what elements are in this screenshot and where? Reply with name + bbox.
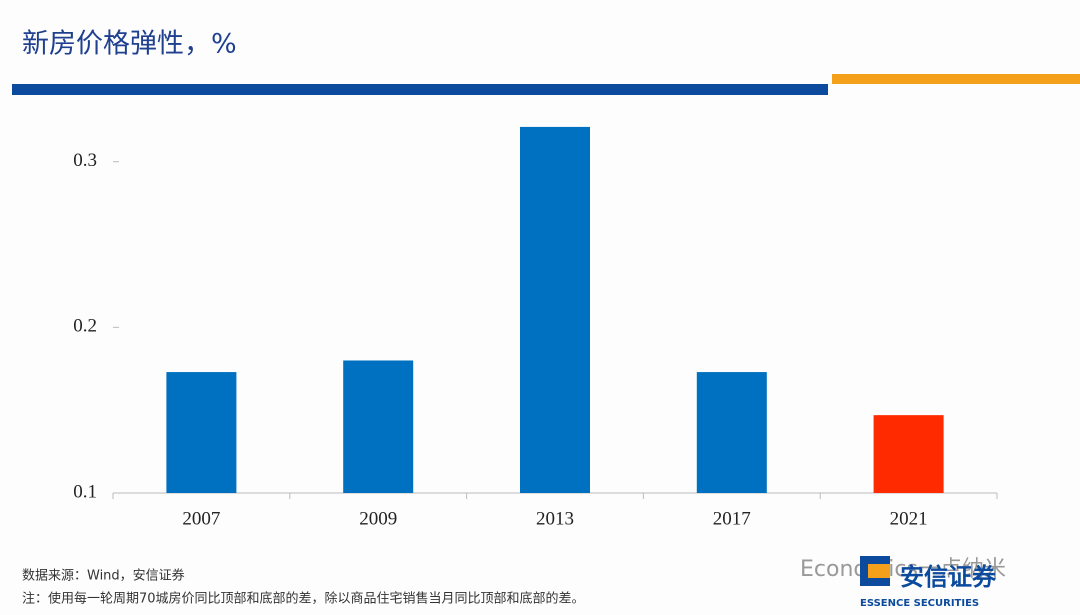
source-note: 数据来源：Wind，安信证券 [22, 568, 185, 584]
x-tick-label: 2021 [890, 508, 928, 529]
x-tick-label: 2013 [536, 508, 574, 529]
y-tick-label: 0.3 [73, 150, 97, 171]
bar [696, 372, 767, 493]
plot-area: 0.1 0.2 0.3 2007 2009 2013 2017 2021 [73, 126, 998, 529]
title-rule-blue [12, 84, 828, 95]
bar [873, 415, 944, 493]
x-tick-label: 2017 [713, 508, 751, 529]
bar [343, 360, 414, 493]
x-tick-label: 2009 [359, 508, 397, 529]
x-tick-label: 2007 [182, 508, 220, 529]
y-tick-label: 0.1 [73, 481, 97, 502]
bar [520, 126, 590, 494]
y-tick-label: 0.2 [73, 316, 97, 337]
logo-name: 安信证券 [900, 563, 997, 591]
logo-english: ESSENCE SECURITIES [860, 598, 979, 609]
chart-title: 新房价格弹性，% [22, 29, 237, 60]
logo-icon-accent [868, 564, 890, 578]
watermark: Economics一点纳米 [800, 557, 1006, 582]
footnote: 注：使用每一轮周期70城房价同比顶部和底部的差，除以商品住宅销售当月同比顶部和底… [22, 591, 585, 607]
title-rule-orange [832, 74, 1080, 84]
bar [166, 372, 237, 493]
